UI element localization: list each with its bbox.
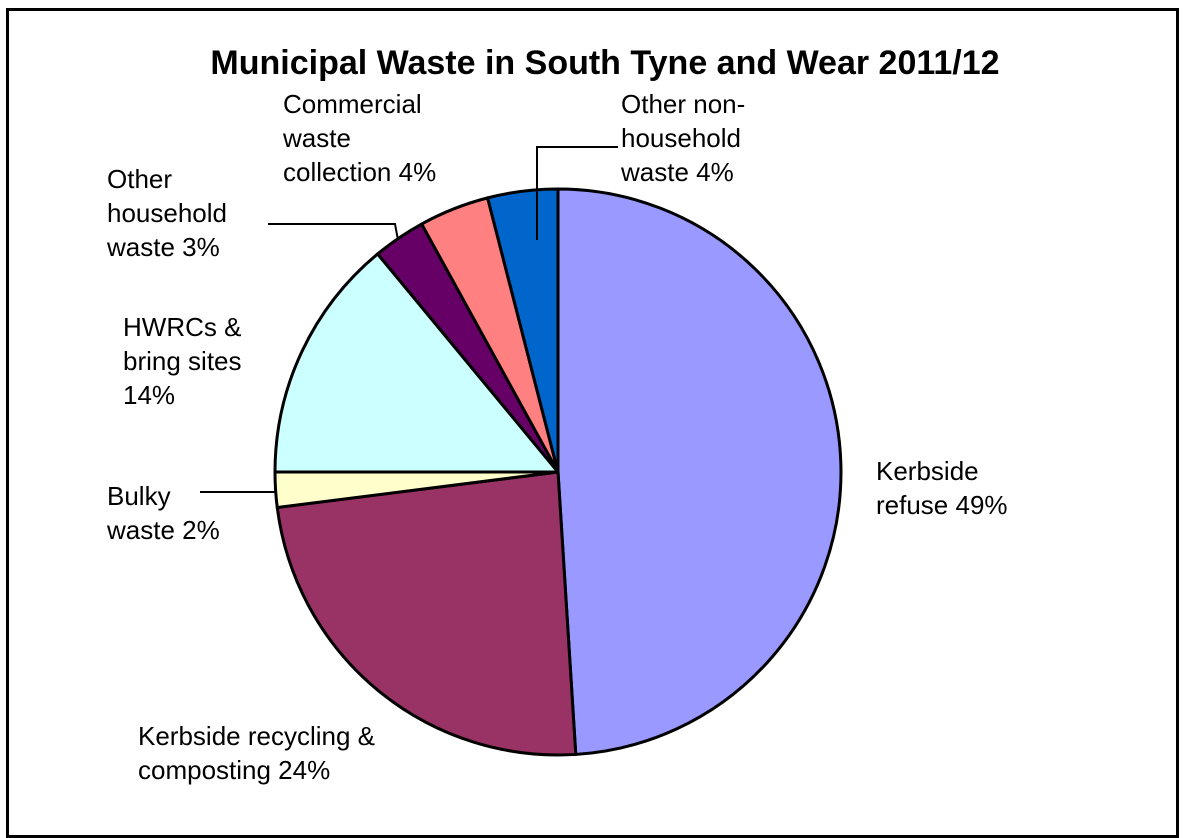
pie-slice-hwrcs-and-bring-sites [273,252,560,474]
leader-line-other-non-household-waste [536,146,618,240]
leader-line-other-household-waste [268,223,399,241]
slice-labels: Kerbside refuse 49% Kerbside recycling & co… [106,89,1008,785]
chart-title: Municipal Waste in South Tyne and Wear 2… [210,44,999,82]
slice-label-kerbside-recycling-and-composting: Kerbside recycling & composting 24% [138,721,375,785]
pie-slice-kerbside-refuse [556,187,843,756]
pie-slice-kerbside-recycling-and-composting [275,470,578,757]
slice-label-other-non-household-waste: Other non-household waste 4% [620,89,745,187]
slice-label-kerbside-refuse: Kerbside refuse 49% [876,456,1008,520]
slice-label-other-household-waste: Other household waste 3% [106,164,227,262]
slice-label-hwrcs-and-bring-sites: HWRCs & bring sites 14% [123,312,242,410]
pie-slice-other-non-household-waste [486,187,560,474]
pie-slices [273,187,843,757]
slice-label-bulky-waste: Bulky waste 2% [106,481,220,545]
leader-lines [200,146,618,493]
slice-label-commercial-waste-collection: Commercial waste collection 4% [282,89,436,187]
